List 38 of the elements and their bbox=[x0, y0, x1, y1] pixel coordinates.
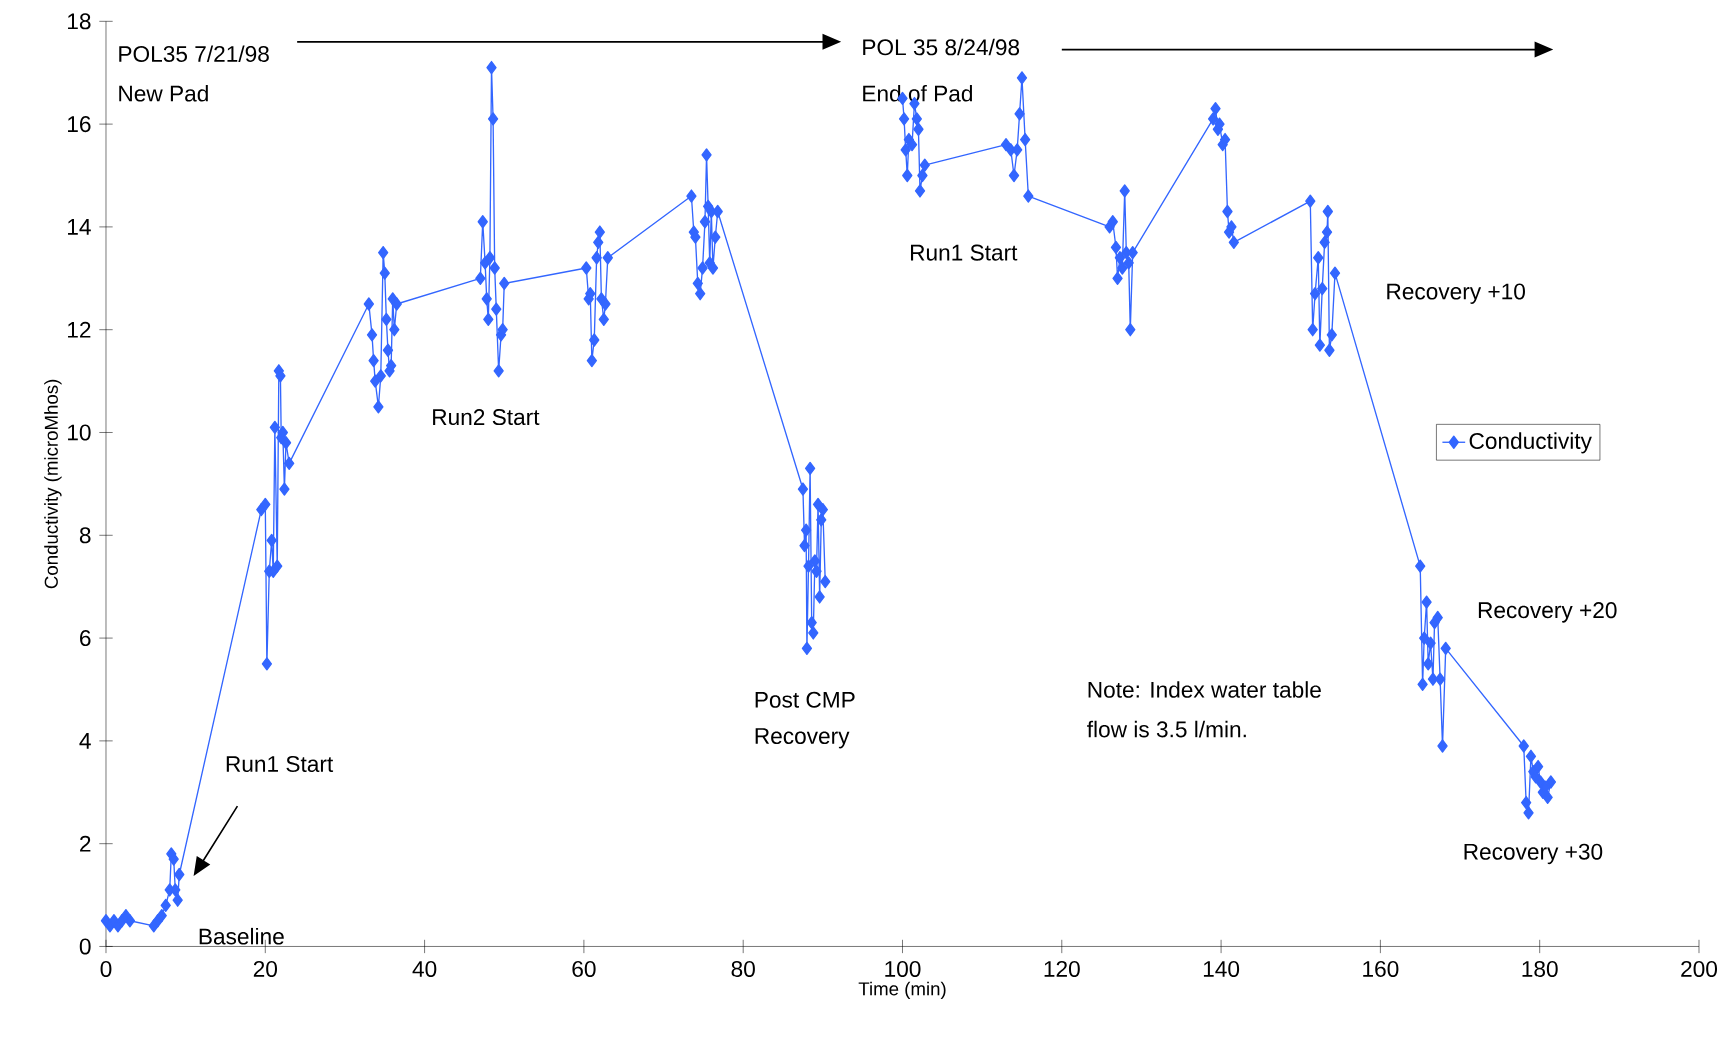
annotation: Recovery +20 bbox=[1478, 602, 1617, 623]
annotation: flow is 3.5 l/min. bbox=[1087, 720, 1246, 738]
annotation: POL 35 8/24/98 bbox=[863, 38, 1020, 56]
x-tick-label: 40 bbox=[412, 961, 437, 978]
y-tick-label: 4 bbox=[79, 733, 91, 749]
annotation: Run1 Start bbox=[910, 244, 1018, 261]
x-tick-label: 140 bbox=[1203, 961, 1240, 978]
annotation: New Pad bbox=[119, 85, 208, 102]
annotation: POL35 7/21/98 bbox=[119, 45, 269, 63]
y-axis-title: Conductivity (microMhos) bbox=[44, 379, 62, 589]
x-tick-label: 20 bbox=[253, 961, 278, 978]
y-tick-label: 6 bbox=[80, 630, 91, 647]
annotation: Recovery +10 bbox=[1387, 283, 1525, 305]
y-tick-label: 12 bbox=[68, 321, 91, 338]
x-tick-label: 0 bbox=[100, 961, 112, 978]
x-axis-title: Time (min) bbox=[858, 981, 946, 1000]
x-tick-label: 100 bbox=[885, 961, 921, 978]
legend-label: Conductivity bbox=[1469, 432, 1592, 454]
y-tick-label: 16 bbox=[68, 116, 91, 133]
annotation: Post CMP bbox=[755, 691, 855, 708]
y-tick-label: 2 bbox=[80, 835, 91, 852]
y-tick-label: 8 bbox=[79, 527, 91, 544]
x-tick-label: 160 bbox=[1363, 961, 1399, 978]
annotation: Baseline bbox=[199, 927, 284, 945]
x-tick-label: 200 bbox=[1681, 961, 1718, 978]
annotation: Recovery +30 bbox=[1464, 843, 1603, 865]
y-tick-label: 18 bbox=[68, 13, 91, 30]
x-tick-label: 80 bbox=[731, 961, 755, 978]
annotation: Note: Index water table bbox=[1088, 681, 1321, 698]
annotation: Run1 Start bbox=[226, 756, 334, 773]
annotation: Recovery bbox=[755, 728, 850, 749]
annotation: Run2 Start bbox=[433, 409, 540, 426]
y-tick-label: 0 bbox=[79, 938, 91, 955]
y-tick-label: 10 bbox=[68, 424, 91, 441]
x-tick-label: 180 bbox=[1522, 961, 1558, 978]
x-tick-label: 120 bbox=[1044, 961, 1080, 978]
x-tick-label: 60 bbox=[572, 961, 596, 978]
y-tick-label: 14 bbox=[68, 219, 91, 235]
